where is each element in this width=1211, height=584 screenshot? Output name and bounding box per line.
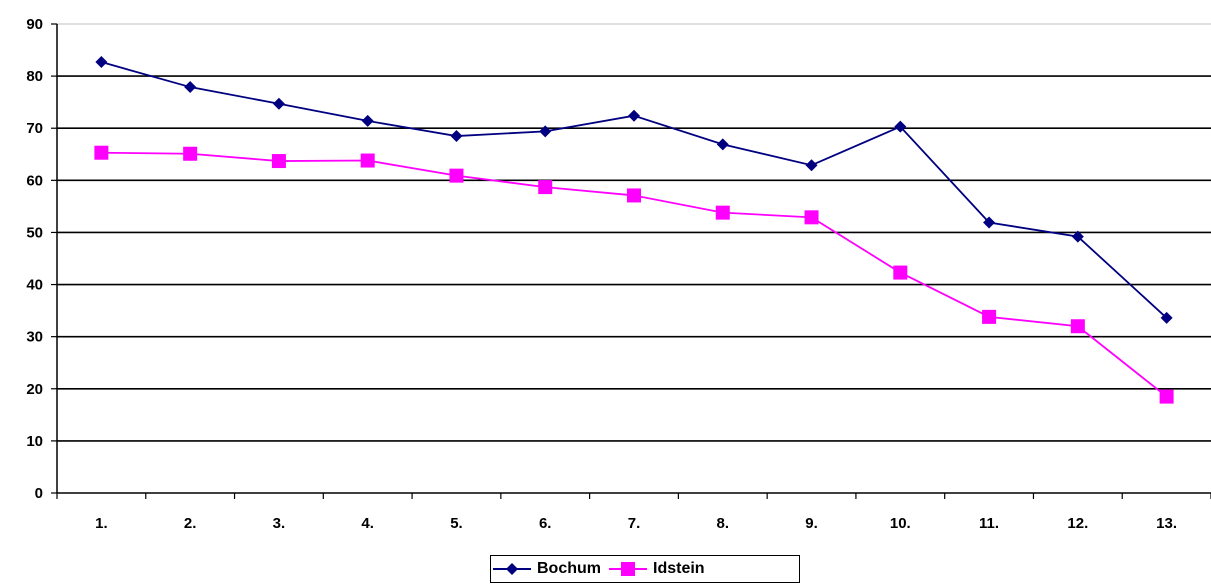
data-point-bochum bbox=[1071, 230, 1084, 243]
data-point-bochum bbox=[539, 125, 552, 138]
data-point-bochum bbox=[95, 56, 108, 69]
x-tick-label: 1. bbox=[95, 515, 108, 532]
data-point-idstein bbox=[1070, 319, 1085, 334]
data-point-bochum bbox=[805, 159, 818, 172]
data-point-idstein bbox=[1159, 389, 1174, 404]
y-tick-label: 40 bbox=[26, 277, 43, 294]
data-point-bochum bbox=[361, 114, 374, 127]
data-point-idstein bbox=[893, 265, 908, 280]
data-point-bochum bbox=[716, 138, 729, 151]
legend-label-bochum: Bochum bbox=[537, 560, 601, 577]
y-tick-label: 10 bbox=[26, 433, 43, 450]
x-tick-label: 12. bbox=[1067, 515, 1088, 532]
data-point-idstein bbox=[715, 205, 730, 220]
y-tick-label: 30 bbox=[26, 329, 43, 346]
x-tick-label: 4. bbox=[361, 515, 374, 532]
y-tick-label: 50 bbox=[26, 224, 43, 241]
y-tick-label: 60 bbox=[26, 172, 43, 189]
series-lines bbox=[94, 56, 1174, 404]
data-point-idstein bbox=[449, 168, 464, 183]
tick-labels: 0 10 20 30 40 50 60 70 80 90 1. 2. 3. 4. 5. 6. 7. 8. 9. 10.… bbox=[26, 16, 1177, 532]
x-tick-label: 10. bbox=[890, 515, 911, 532]
x-tick-label: 8. bbox=[717, 515, 730, 532]
y-tick-label: 20 bbox=[26, 381, 43, 398]
data-point-idstein bbox=[982, 309, 997, 324]
data-point-idstein bbox=[538, 180, 553, 195]
legend-item-idstein: Idstein bbox=[607, 556, 711, 582]
data-point-idstein bbox=[627, 188, 641, 203]
y-tick-label: 90 bbox=[26, 16, 43, 33]
x-tick-label: 6. bbox=[539, 515, 552, 532]
data-point-bochum bbox=[184, 81, 197, 94]
data-point-idstein bbox=[183, 146, 198, 161]
data-point-idstein bbox=[804, 210, 819, 225]
legend-item-bochum: Bochum bbox=[491, 556, 607, 582]
data-point-bochum bbox=[894, 120, 907, 133]
square-marker-icon bbox=[609, 562, 647, 576]
axes bbox=[51, 23, 1211, 499]
x-tick-label: 5. bbox=[450, 515, 463, 532]
x-tick-label: 3. bbox=[273, 515, 286, 532]
diamond-marker-icon bbox=[493, 563, 531, 575]
x-tick-label: 2. bbox=[184, 515, 197, 532]
data-point-idstein bbox=[94, 145, 109, 160]
data-point-bochum bbox=[450, 130, 463, 143]
data-point-idstein bbox=[271, 154, 286, 169]
data-point-bochum bbox=[983, 216, 996, 229]
legend: Bochum Idstein bbox=[490, 555, 800, 583]
x-tick-label: 11. bbox=[979, 515, 999, 532]
y-tick-label: 80 bbox=[26, 68, 43, 85]
line-chart: 0 10 20 30 40 50 60 70 80 90 1. 2. 3. 4. 5. 6. 7. 8. 9. 10.… bbox=[26, 16, 1211, 532]
data-point-bochum bbox=[272, 97, 285, 110]
data-point-bochum bbox=[1160, 311, 1173, 324]
legend-label-idstein: Idstein bbox=[653, 560, 705, 577]
data-point-idstein bbox=[360, 153, 375, 168]
x-tick-label: 13. bbox=[1156, 515, 1177, 532]
data-point-bochum bbox=[628, 109, 640, 122]
gridlines bbox=[57, 23, 1211, 442]
y-tick-label: 0 bbox=[35, 485, 43, 502]
x-tick-label: 7. bbox=[628, 515, 641, 532]
y-tick-label: 70 bbox=[26, 120, 43, 137]
x-tick-label: 9. bbox=[805, 515, 818, 532]
